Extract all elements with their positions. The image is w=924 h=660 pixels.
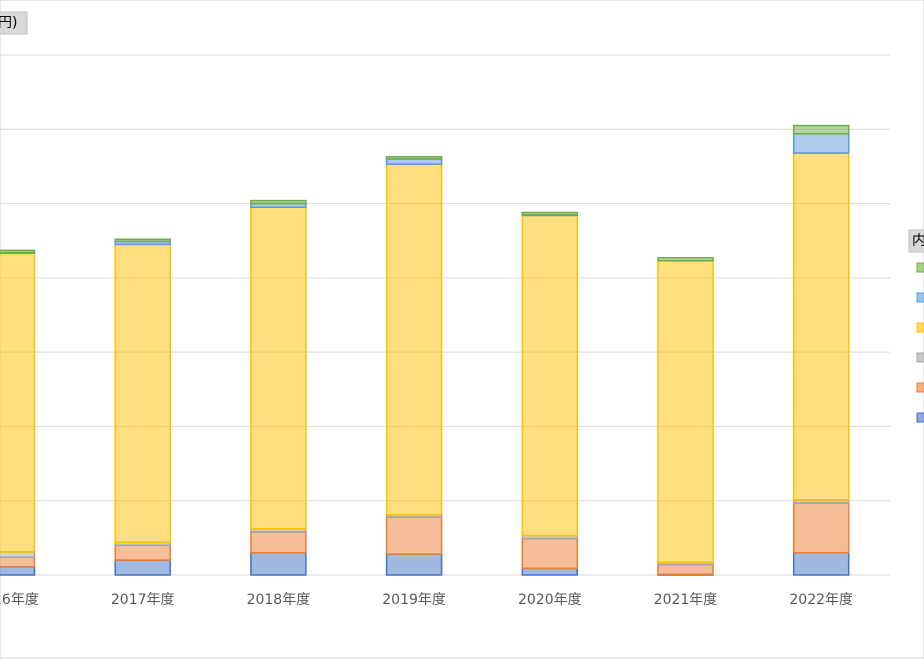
bar-segment <box>521 537 579 570</box>
bar-segment <box>792 152 850 501</box>
bar-segment <box>521 214 579 537</box>
legend-swatch <box>916 382 924 393</box>
y-label-box <box>0 11 28 35</box>
legend-title: 内 <box>912 233 924 249</box>
bar-segment <box>0 556 36 568</box>
bar-segment <box>521 567 579 576</box>
x-tick-label: 2018年度 <box>247 592 311 608</box>
bar-segment <box>0 252 36 553</box>
bar-segment <box>250 199 307 205</box>
bar-segment <box>792 551 850 576</box>
bar-segment <box>521 211 579 216</box>
x-tick-label: 2022年度 <box>789 592 853 608</box>
x-tick-label: 2017年度 <box>111 592 175 608</box>
legend-swatch <box>916 292 924 303</box>
legend-swatch <box>916 322 924 333</box>
bar-segment <box>114 544 171 561</box>
bar-segment <box>385 158 443 165</box>
x-tick-label: 2019年度 <box>382 592 446 608</box>
bar-segment <box>0 566 36 576</box>
bar-segment <box>250 531 307 554</box>
bar-segment <box>792 124 850 135</box>
bar-segment <box>657 260 714 564</box>
bar-segment <box>792 132 850 154</box>
bar-segment <box>0 249 36 254</box>
bar-segment <box>657 257 714 262</box>
x-tick-label: 2016年度 <box>0 592 39 608</box>
legend-swatch <box>916 262 924 273</box>
legend-title-box <box>908 229 924 253</box>
legend-swatch <box>916 412 924 423</box>
bar-segment <box>657 563 714 576</box>
bar-segment <box>114 238 171 243</box>
legend-swatch <box>916 352 924 363</box>
bar-segment <box>385 163 443 516</box>
y-axis-label: 円) <box>0 15 17 31</box>
bar-segment <box>250 551 307 576</box>
bar-segment <box>114 243 171 544</box>
bar-segment <box>0 551 36 558</box>
bar-segment <box>792 502 850 554</box>
bar-segment <box>385 553 443 576</box>
bar-segment <box>114 559 171 576</box>
x-tick-label: 2021年度 <box>654 592 718 608</box>
bar-segment <box>250 206 307 530</box>
bar-segment <box>385 516 443 555</box>
x-tick-label: 2020年度 <box>518 592 582 608</box>
bar-segment <box>385 156 443 160</box>
